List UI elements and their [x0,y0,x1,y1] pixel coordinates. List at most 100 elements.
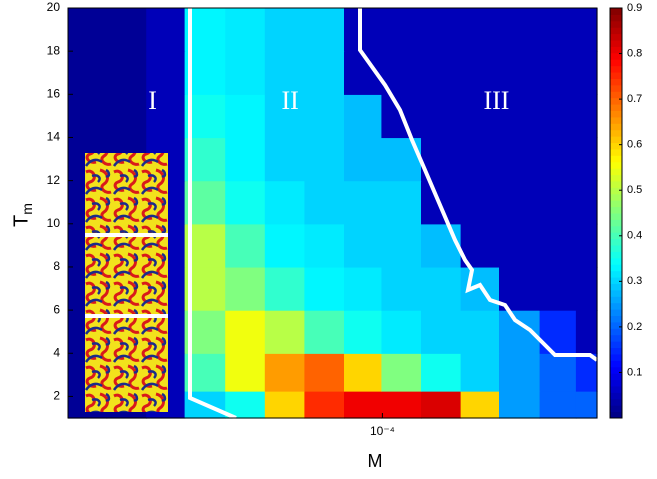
colorbar-segment [610,207,622,214]
heat-cell [304,224,344,268]
y-tick-label: 4 [53,345,60,359]
heat-cell [421,310,461,354]
region-label: III [483,86,509,115]
heat-cell [499,353,540,391]
heat-cell [68,51,107,95]
heat-cell [461,391,500,419]
heat-cell [576,94,598,138]
heat-cell [225,353,265,391]
heat-cell [540,51,577,95]
colorbar-segment [610,143,622,150]
heat-cell [344,267,382,311]
heat-cell [381,181,421,225]
heat-cell [499,8,540,52]
colorbar-segment [610,117,622,124]
colorbar-segment [610,277,622,284]
heat-cell [265,224,305,268]
heat-cell [225,8,265,52]
y-tick-label: 16 [47,86,61,100]
heat-cell [576,8,598,52]
heat-cell [499,137,540,181]
heat-cell [265,391,305,419]
heat-cell [344,353,382,391]
heat-cell [540,94,577,138]
x-tick-label: 10⁻⁴ [370,424,395,438]
colorbar-segment [610,59,622,66]
colorbar-segment [610,392,622,399]
heat-cell [540,181,577,225]
heat-cell [304,267,344,311]
x-axis-label: M [368,451,383,471]
colorbar-segment [610,21,622,28]
y-tick-label: 18 [47,43,61,57]
colorbar-segment [610,239,622,246]
colorbar-segment [610,251,622,258]
heat-cell [146,8,185,52]
colorbar-segment [610,316,622,323]
heat-cell [304,137,344,181]
colorbar-segment [610,72,622,79]
heat-cell [265,181,305,225]
heat-cell [540,391,577,419]
y-tick-label: 2 [53,389,60,403]
colorbar-segment [610,341,622,348]
colorbar-segment [610,386,622,393]
colorbar-segment [610,181,622,188]
colorbar-segment [610,335,622,342]
heat-cell [107,94,147,138]
heat-cell [381,224,421,268]
heat-cell [576,51,598,95]
colorbar-tick-label: 0.8 [627,47,642,59]
colorbar-segment [610,175,622,182]
heat-cell [265,8,305,52]
colorbar-segment [610,258,622,265]
heat-cell [344,181,382,225]
colorbar-segment [610,360,622,367]
heat-cell [540,267,577,311]
heat-cell [499,391,540,419]
colorbar-segment [610,303,622,310]
heat-cell [225,94,265,138]
heat-cell [225,310,265,354]
heat-cell [381,310,421,354]
heat-cell [540,224,577,268]
heat-cell [421,94,461,138]
colorbar-tick-label: 0.7 [627,93,642,105]
heat-cell [107,51,147,95]
heat-cell [304,353,344,391]
colorbar-segment [610,130,622,137]
y-tick-label: 20 [47,0,61,14]
page: Tm M IIIIII246810121416182010⁻⁴0.10.20.3… [0,0,657,479]
heat-cell [421,224,461,268]
colorbar-segment [610,187,622,194]
heat-cell [461,353,500,391]
y-axis-label: Tm [10,203,34,227]
colorbar-segment [610,309,622,316]
heat-cell [304,8,344,52]
heat-cell [107,8,147,52]
region-label: I [148,86,157,115]
heat-cell [344,8,382,52]
heat-cell [381,267,421,311]
heat-cell [304,94,344,138]
colorbar-segment [610,136,622,143]
heat-cell [461,181,500,225]
colorbar-segment [610,149,622,156]
chart: Tm M IIIIII246810121416182010⁻⁴0.10.20.3… [0,0,657,474]
colorbar-tick-label: 0.4 [627,230,642,242]
colorbar-segment [610,162,622,169]
heat-cell [225,181,265,225]
heat-cell [421,8,461,52]
colorbar-segment [610,40,622,47]
colorbar-segment [610,264,622,271]
heat-cell [225,224,265,268]
heat-cell [304,310,344,354]
colorbar-segment [610,296,622,303]
region-label: II [282,86,299,115]
colorbar-segment [610,219,622,226]
heat-cell [225,267,265,311]
colorbar-tick-label: 0.9 [627,2,642,14]
colorbar-segment [610,27,622,34]
heat-cell [68,8,107,52]
heat-cell [540,137,577,181]
